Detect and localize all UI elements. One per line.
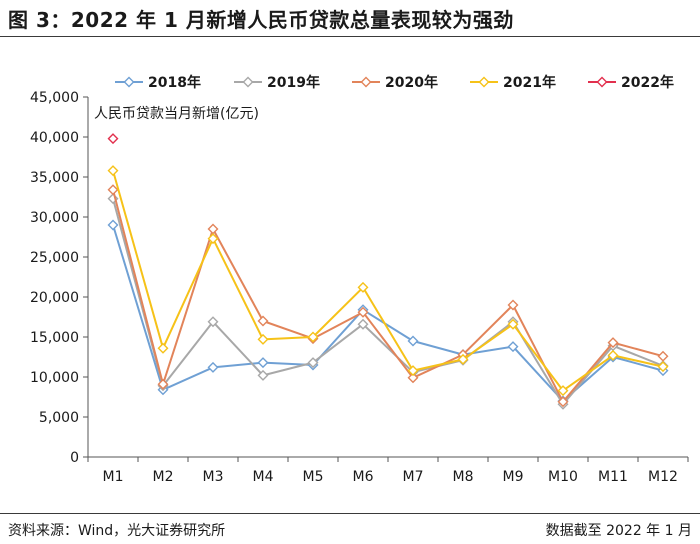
y-tick-label: 40,000 xyxy=(30,130,79,146)
source-note: 资料来源：Wind，光大证券研究所 xyxy=(8,523,226,539)
series-line xyxy=(112,170,664,392)
y-tick-label: 15,000 xyxy=(30,330,79,346)
data-point xyxy=(257,315,269,327)
legend-label: 2022年 xyxy=(621,74,674,91)
data-point xyxy=(607,337,619,349)
data-point xyxy=(357,281,369,293)
data-point xyxy=(457,353,469,365)
x-axis-ticks: M1 M2 M3 M4 M5 M6 M7 M8 M9 M10 M11 M12 xyxy=(87,457,689,485)
chart-title: 图 3：2022 年 1 月新增人民币贷款总量表现较为强劲 xyxy=(8,8,514,32)
x-tick-label: M4 xyxy=(253,469,274,485)
y-tick-label: 45,000 xyxy=(30,90,79,106)
data-cutoff-note: 数据截至 2022 年 1 月 xyxy=(545,523,692,539)
title-divider xyxy=(0,36,700,37)
x-tick-label: M1 xyxy=(103,469,124,485)
x-tick-label: M7 xyxy=(403,469,424,485)
data-point xyxy=(557,385,569,397)
x-tick-label: M8 xyxy=(453,469,474,485)
data-point xyxy=(257,357,269,369)
legend-swatch-marker xyxy=(478,76,490,88)
data-point xyxy=(257,333,269,345)
y-tick-label: 30,000 xyxy=(30,210,79,226)
legend: 2018年 2019年 2020年 2021年 2022年 xyxy=(115,74,674,91)
legend-swatch-marker xyxy=(123,76,135,88)
data-point xyxy=(207,233,219,245)
data-point xyxy=(407,365,419,377)
axes xyxy=(87,97,688,458)
data-point xyxy=(507,318,519,330)
x-tick-label: M5 xyxy=(303,469,324,485)
x-tick-label: M2 xyxy=(153,469,174,485)
legend-label: 2020年 xyxy=(385,74,438,91)
series-line xyxy=(112,189,664,403)
x-tick-label: M11 xyxy=(598,469,628,485)
data-point xyxy=(107,165,119,177)
legend-label: 2019年 xyxy=(267,74,320,91)
data-point xyxy=(207,223,219,235)
data-point xyxy=(407,372,419,384)
footer-divider xyxy=(0,513,700,514)
data-point xyxy=(557,396,569,408)
legend-label: 2021年 xyxy=(503,74,556,91)
legend-item: 2019年 xyxy=(234,74,320,91)
x-tick-label: M10 xyxy=(548,469,578,485)
data-point xyxy=(307,331,319,343)
legend-item: 2020年 xyxy=(352,74,438,91)
data-point xyxy=(107,133,119,145)
data-point xyxy=(357,306,369,318)
series-line xyxy=(112,198,664,406)
data-point xyxy=(507,299,519,311)
series-5 xyxy=(107,133,119,145)
series-group xyxy=(107,133,669,410)
data-point xyxy=(607,349,619,361)
data-point xyxy=(257,369,269,381)
data-point xyxy=(157,378,169,390)
y-tick-label: 35,000 xyxy=(30,170,79,186)
legend-swatch-marker xyxy=(360,76,372,88)
legend-swatch-marker xyxy=(596,76,608,88)
x-tick-label: M9 xyxy=(503,469,524,485)
data-point xyxy=(657,350,669,362)
legend-item: 2021年 xyxy=(470,74,556,91)
series-3 xyxy=(107,184,669,408)
x-tick-label: M12 xyxy=(648,469,678,485)
data-point xyxy=(407,335,419,347)
y-axis-ticks: 0 5,000 10,000 15,000 20,000 25,000 30,000 35,0… xyxy=(30,90,88,466)
series-4 xyxy=(107,165,669,397)
legend-label: 2018年 xyxy=(148,74,201,91)
series-line xyxy=(112,224,664,402)
legend-item: 2018年 xyxy=(115,74,201,91)
legend-item: 2022年 xyxy=(588,74,674,91)
data-point xyxy=(207,361,219,373)
data-point xyxy=(657,361,669,373)
y-tick-label: 20,000 xyxy=(30,290,79,306)
data-point xyxy=(157,342,169,354)
x-tick-label: M3 xyxy=(203,469,224,485)
data-point xyxy=(357,318,369,330)
data-point xyxy=(107,219,119,231)
y-axis-label: 人民币贷款当月新增(亿元) xyxy=(94,106,259,122)
line-chart: 2018年 2019年 2020年 2021年 2022年 人民币贷款当月新增(亿元) … xyxy=(30,74,689,485)
y-tick-label: 10,000 xyxy=(30,370,79,386)
x-tick-label: M6 xyxy=(353,469,374,485)
y-tick-label: 5,000 xyxy=(39,410,79,426)
data-point xyxy=(507,341,519,353)
y-tick-label: 25,000 xyxy=(30,250,79,266)
data-point xyxy=(307,357,319,369)
legend-swatch-marker xyxy=(242,76,254,88)
data-point xyxy=(207,316,219,328)
y-tick-label: 0 xyxy=(70,450,79,466)
data-point xyxy=(107,184,119,196)
